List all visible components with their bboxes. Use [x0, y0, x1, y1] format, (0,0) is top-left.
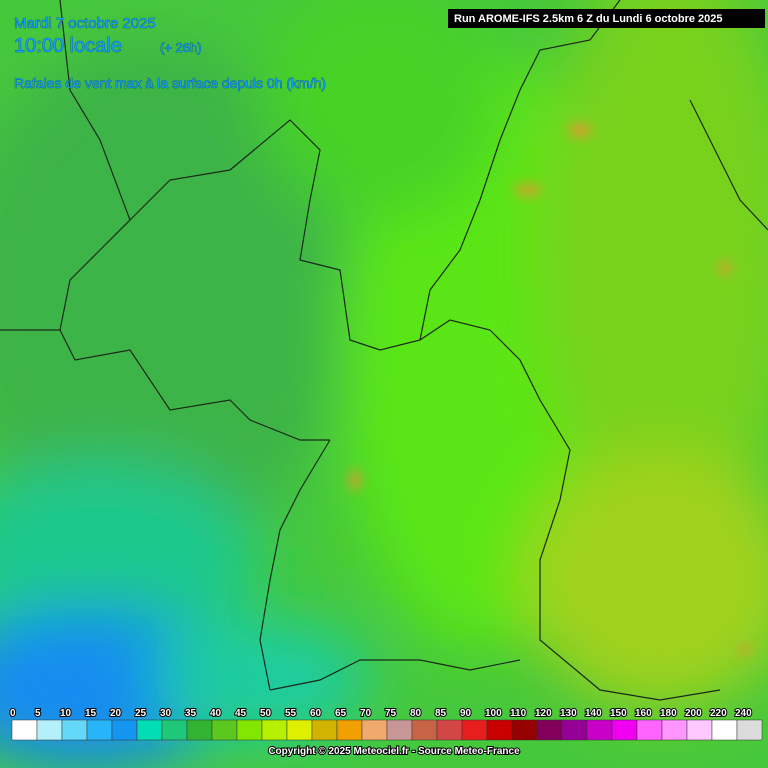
legend-swatch: [586, 719, 613, 741]
legend-label: 0: [10, 708, 16, 719]
legend-swatch: [536, 719, 563, 741]
legend-swatch: [386, 719, 413, 741]
legend-swatch: [111, 719, 138, 741]
legend-swatch: [436, 719, 463, 741]
legend-label: 160: [635, 708, 652, 719]
legend-label: 25: [135, 708, 147, 719]
legend-label: 80: [410, 708, 422, 719]
legend-label: 55: [285, 708, 297, 719]
legend-label: 240: [735, 708, 752, 719]
legend-label: 20: [110, 708, 122, 719]
legend-label: 120: [535, 708, 552, 719]
legend-swatch: [211, 719, 238, 741]
legend-swatch: [511, 719, 538, 741]
legend-swatch: [736, 719, 763, 741]
legend-label: 50: [260, 708, 272, 719]
copyright: Copyright © 2025 Meteociel.fr - Source M…: [268, 746, 520, 757]
legend-label: 5: [35, 708, 41, 719]
subtitle: Rafales de vent max à la surface depuis …: [14, 75, 326, 91]
legend-label: 40: [210, 708, 222, 719]
legend-label: 100: [485, 708, 502, 719]
legend-label: 90: [460, 708, 472, 719]
legend-label: 60: [310, 708, 322, 719]
legend-label: 15: [85, 708, 97, 719]
legend-label: 30: [160, 708, 172, 719]
legend-swatch: [161, 719, 188, 741]
legend-swatch: [611, 719, 638, 741]
legend-label: 10: [60, 708, 72, 719]
legend-swatch: [461, 719, 488, 741]
legend-swatch: [411, 719, 438, 741]
legend-swatch: [336, 719, 363, 741]
legend-swatch: [361, 719, 388, 741]
legend-swatch: [136, 719, 163, 741]
run-info: Run AROME-IFS 2.5km 6 Z du Lundi 6 octob…: [454, 13, 723, 25]
legend-swatch: [86, 719, 113, 741]
legend-label: 45: [235, 708, 247, 719]
legend-swatch: [186, 719, 213, 741]
borders: [0, 0, 768, 701]
run-info-box: [448, 9, 765, 28]
legend-swatch: [686, 719, 713, 741]
legend-label: 180: [660, 708, 677, 719]
legend-label: 150: [610, 708, 627, 719]
legend-swatch: [286, 719, 313, 741]
legend-label: 140: [585, 708, 602, 719]
legend-label: 75: [385, 708, 397, 719]
legend-swatch: [636, 719, 663, 741]
date: Mardi 7 octobre 2025: [14, 15, 156, 32]
legend-swatch: [36, 719, 63, 741]
legend-swatch: [561, 719, 588, 741]
legend-swatch: [11, 719, 38, 741]
legend-label: 65: [335, 708, 347, 719]
legend-swatch: [486, 719, 513, 741]
legend-label: 130: [560, 708, 577, 719]
legend-swatch: [61, 719, 88, 741]
legend: 0 5 10 15 20 25 30 35 40 45 50 55 60 65 70 75 80 85 90 100 1…: [9, 707, 763, 741]
lead-time: (+ 26h): [160, 40, 202, 55]
legend-swatch: [711, 719, 738, 741]
legend-swatch: [261, 719, 288, 741]
legend-label: 35: [185, 708, 197, 719]
legend-swatch: [661, 719, 688, 741]
legend-label: 220: [710, 708, 727, 719]
legend-label: 200: [685, 708, 702, 719]
legend-label: 85: [435, 708, 447, 719]
legend-swatch: [311, 719, 338, 741]
time: 10:00 locale: [14, 35, 122, 57]
legend-label: 70: [360, 708, 372, 719]
legend-swatch: [236, 719, 263, 741]
legend-label: 110: [510, 708, 527, 719]
